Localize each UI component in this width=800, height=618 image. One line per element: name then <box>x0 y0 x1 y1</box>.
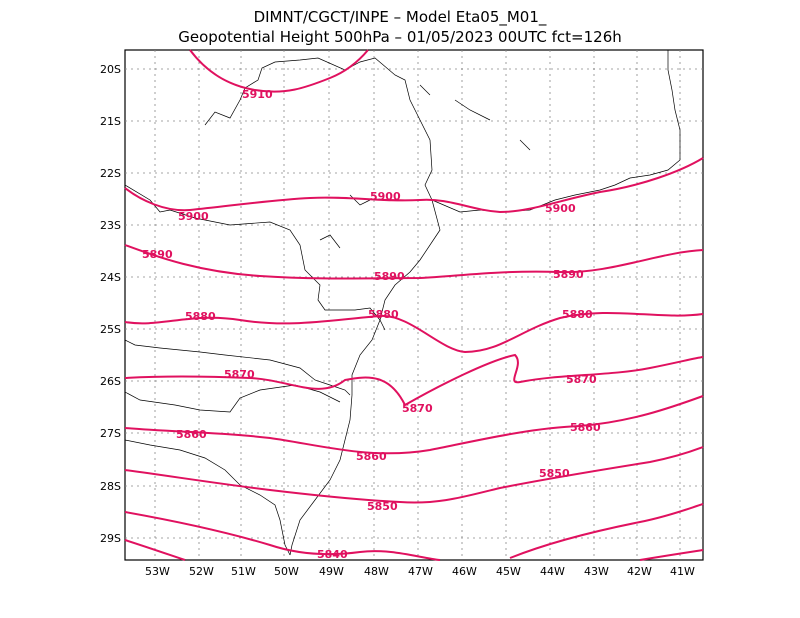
map-title-line-2: Geopotential Height 500hPa – 01/05/2023 … <box>178 28 622 46</box>
contour-label-5850: 5850 <box>367 500 398 513</box>
lat-tick-label: 24S <box>100 271 121 284</box>
lat-tick-label: 22S <box>100 167 121 180</box>
lat-tick-label: 29S <box>100 532 121 545</box>
contour-5870 <box>124 353 704 407</box>
contour-5840 <box>124 503 704 561</box>
contour-5890 <box>124 244 704 280</box>
contour-label-5870: 5870 <box>224 368 255 381</box>
lon-tick-label: 48W <box>364 565 389 578</box>
contour-label-5890: 5890 <box>142 248 173 261</box>
state-border-parana <box>124 184 386 331</box>
plot-frame <box>124 49 704 561</box>
contour-label-5910: 5910 <box>242 88 273 101</box>
grid-lines <box>125 50 703 560</box>
contour-5830 <box>124 539 704 561</box>
contour-label-5840: 5840 <box>317 548 348 561</box>
lat-tick-label: 21S <box>100 115 121 128</box>
contour-lines <box>124 49 704 561</box>
contour-label-5900: 5900 <box>370 190 401 203</box>
lat-tick-label: 25S <box>100 323 121 336</box>
lat-tick-label: 23S <box>100 219 121 232</box>
contour-label-5850: 5850 <box>539 467 570 480</box>
contour-label-5870: 5870 <box>566 373 597 386</box>
lon-tick-label: 45W <box>496 565 521 578</box>
contour-5880 <box>124 311 704 354</box>
lakes-reservoirs <box>319 84 531 249</box>
lon-tick-label: 41W <box>670 565 695 578</box>
lon-tick-label: 44W <box>540 565 565 578</box>
lon-tick-label: 43W <box>584 565 609 578</box>
lon-tick-label: 46W <box>452 565 477 578</box>
lon-tick-labels: 53W 52W 51W 50W 49W 48W 47W 46W 45W 44W … <box>145 565 695 578</box>
contour-label-5870: 5870 <box>402 402 433 415</box>
contour-label-5860: 5860 <box>356 450 387 463</box>
lat-tick-label: 20S <box>100 63 121 76</box>
lon-tick-label: 49W <box>319 565 344 578</box>
contour-5900 <box>124 157 704 214</box>
contour-label-5900: 5900 <box>545 202 576 215</box>
contour-label-5880: 5880 <box>185 310 216 323</box>
lat-tick-label: 27S <box>100 427 121 440</box>
lon-tick-label: 42W <box>627 565 652 578</box>
contour-label-5860: 5860 <box>176 428 207 441</box>
contour-5910 <box>189 49 369 93</box>
lon-tick-label: 50W <box>274 565 299 578</box>
lat-tick-label: 28S <box>100 480 121 493</box>
lon-tick-label: 47W <box>408 565 433 578</box>
map-title-line-1: DIMNT/CGCT/INPE – Model Eta05_M01_ <box>253 8 547 26</box>
contour-labels: 5910 5900 5900 5900 5890 5890 5890 5880 … <box>142 88 601 561</box>
contour-label-5880: 5880 <box>562 308 593 321</box>
contour-label-5860: 5860 <box>570 421 601 434</box>
lon-tick-label: 53W <box>145 565 170 578</box>
contour-label-5890: 5890 <box>374 270 405 283</box>
contour-label-5890: 5890 <box>553 268 584 281</box>
contour-label-5880: 5880 <box>368 308 399 321</box>
lat-tick-label: 26S <box>100 375 121 388</box>
contour-label-5900: 5900 <box>178 210 209 223</box>
contour-5860 <box>124 395 704 455</box>
coastline-south <box>289 199 441 556</box>
contour-5850 <box>124 446 704 504</box>
lon-tick-label: 52W <box>189 565 214 578</box>
lat-tick-labels: 20S 21S 22S 23S 24S 25S 26S 27S 28S 29S <box>100 63 121 545</box>
country-border-uruguay <box>124 439 291 556</box>
lon-tick-label: 51W <box>231 565 256 578</box>
